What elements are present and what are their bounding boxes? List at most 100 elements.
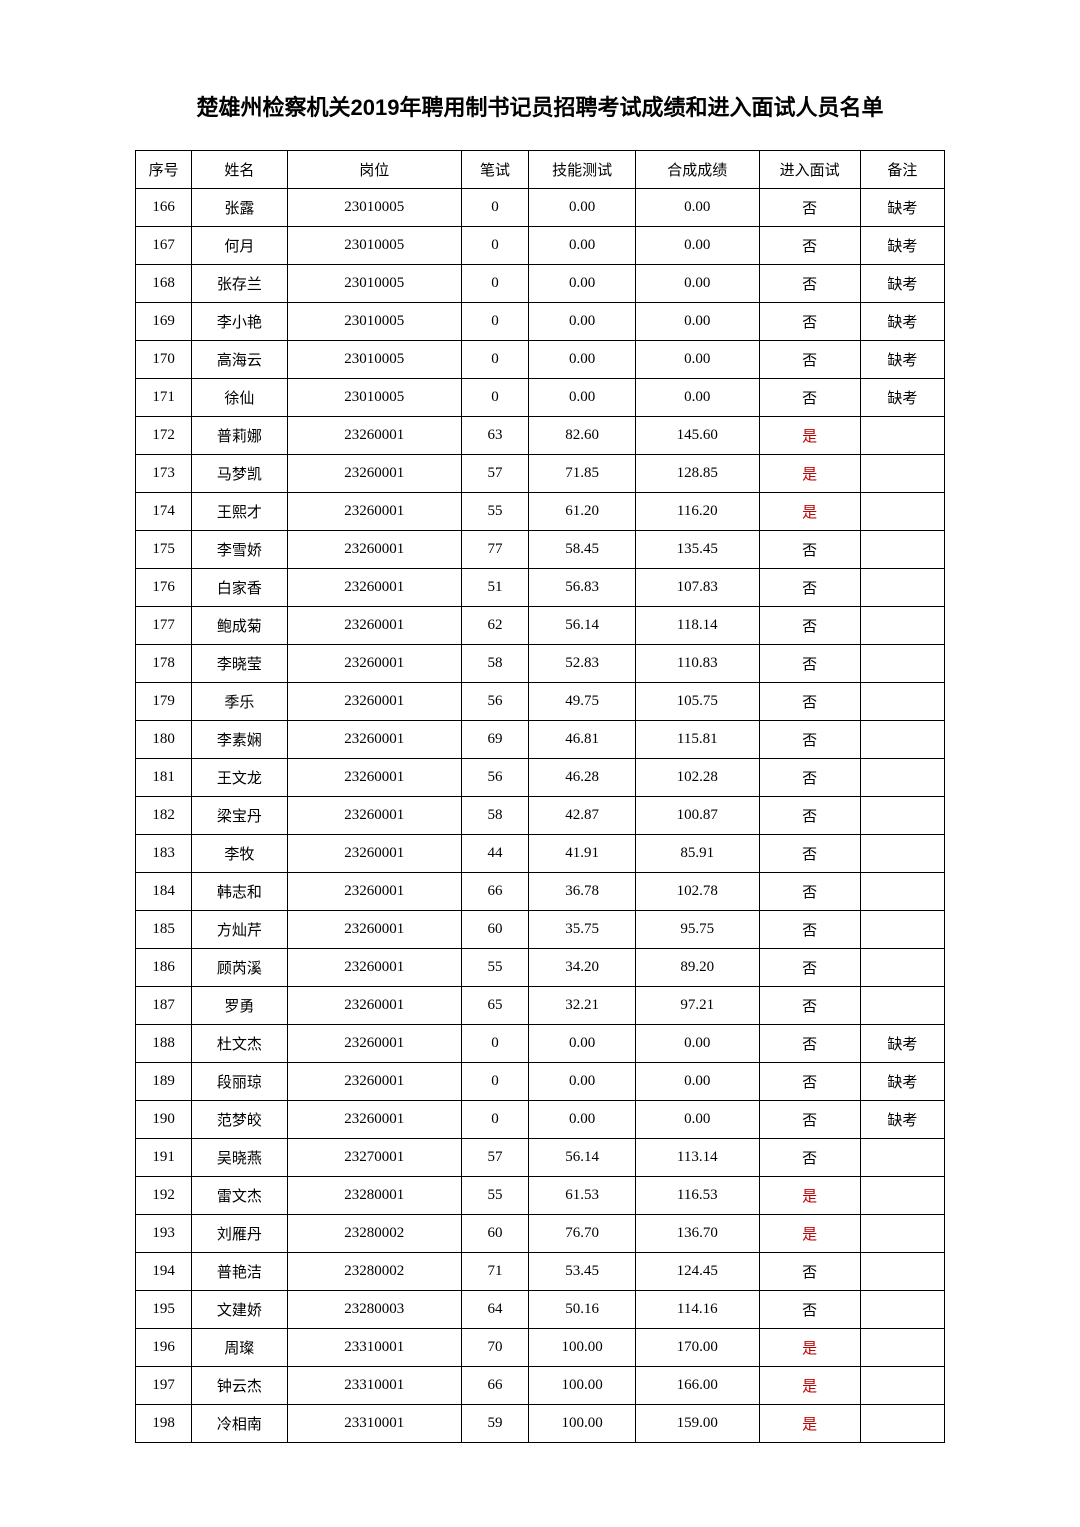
header-name: 姓名 xyxy=(192,151,288,189)
cell-post: 23270001 xyxy=(287,1139,461,1177)
cell-skill: 41.91 xyxy=(529,835,636,873)
cell-post: 23280001 xyxy=(287,1177,461,1215)
cell-name: 徐仙 xyxy=(192,379,288,417)
cell-post: 23260001 xyxy=(287,721,461,759)
cell-post: 23260001 xyxy=(287,835,461,873)
cell-seq: 179 xyxy=(136,683,192,721)
cell-written: 57 xyxy=(461,455,528,493)
cell-remark xyxy=(860,1215,944,1253)
header-written: 笔试 xyxy=(461,151,528,189)
cell-interview: 否 xyxy=(759,227,860,265)
cell-post: 23280002 xyxy=(287,1253,461,1291)
cell-skill: 56.14 xyxy=(529,607,636,645)
cell-interview: 否 xyxy=(759,303,860,341)
table-row: 173马梦凯232600015771.85128.85是 xyxy=(136,455,945,493)
cell-seq: 187 xyxy=(136,987,192,1025)
cell-post: 23260001 xyxy=(287,455,461,493)
cell-post: 23260001 xyxy=(287,1025,461,1063)
cell-seq: 197 xyxy=(136,1367,192,1405)
cell-interview: 否 xyxy=(759,721,860,759)
cell-composite: 166.00 xyxy=(635,1367,759,1405)
cell-skill: 61.53 xyxy=(529,1177,636,1215)
cell-seq: 194 xyxy=(136,1253,192,1291)
cell-composite: 0.00 xyxy=(635,189,759,227)
cell-name: 文建娇 xyxy=(192,1291,288,1329)
cell-seq: 195 xyxy=(136,1291,192,1329)
header-composite: 合成成绩 xyxy=(635,151,759,189)
cell-post: 23010005 xyxy=(287,189,461,227)
cell-post: 23310001 xyxy=(287,1367,461,1405)
table-row: 188杜文杰2326000100.000.00否缺考 xyxy=(136,1025,945,1063)
cell-seq: 167 xyxy=(136,227,192,265)
cell-seq: 190 xyxy=(136,1101,192,1139)
cell-composite: 89.20 xyxy=(635,949,759,987)
cell-seq: 175 xyxy=(136,531,192,569)
cell-written: 71 xyxy=(461,1253,528,1291)
cell-name: 李雪娇 xyxy=(192,531,288,569)
cell-written: 69 xyxy=(461,721,528,759)
cell-interview: 否 xyxy=(759,379,860,417)
cell-composite: 136.70 xyxy=(635,1215,759,1253)
table-row: 180李素娴232600016946.81115.81否 xyxy=(136,721,945,759)
table-row: 184韩志和232600016636.78102.78否 xyxy=(136,873,945,911)
cell-seq: 168 xyxy=(136,265,192,303)
table-row: 172普莉娜232600016382.60145.60是 xyxy=(136,417,945,455)
cell-post: 23010005 xyxy=(287,379,461,417)
cell-written: 0 xyxy=(461,265,528,303)
cell-seq: 191 xyxy=(136,1139,192,1177)
cell-written: 63 xyxy=(461,417,528,455)
cell-name: 罗勇 xyxy=(192,987,288,1025)
cell-remark xyxy=(860,759,944,797)
cell-written: 77 xyxy=(461,531,528,569)
cell-remark xyxy=(860,1139,944,1177)
cell-skill: 46.28 xyxy=(529,759,636,797)
table-row: 175李雪娇232600017758.45135.45否 xyxy=(136,531,945,569)
cell-written: 51 xyxy=(461,569,528,607)
cell-name: 白家香 xyxy=(192,569,288,607)
cell-composite: 95.75 xyxy=(635,911,759,949)
cell-skill: 76.70 xyxy=(529,1215,636,1253)
cell-written: 44 xyxy=(461,835,528,873)
cell-composite: 159.00 xyxy=(635,1405,759,1443)
cell-written: 60 xyxy=(461,1215,528,1253)
cell-seq: 169 xyxy=(136,303,192,341)
cell-remark xyxy=(860,949,944,987)
cell-interview: 否 xyxy=(759,1101,860,1139)
cell-name: 钟云杰 xyxy=(192,1367,288,1405)
table-row: 171徐仙2301000500.000.00否缺考 xyxy=(136,379,945,417)
cell-interview: 否 xyxy=(759,607,860,645)
page-title: 楚雄州检察机关2019年聘用制书记员招聘考试成绩和进入面试人员名单 xyxy=(135,90,945,122)
cell-composite: 115.81 xyxy=(635,721,759,759)
cell-composite: 0.00 xyxy=(635,1101,759,1139)
cell-composite: 100.87 xyxy=(635,797,759,835)
cell-remark: 缺考 xyxy=(860,1101,944,1139)
cell-composite: 107.83 xyxy=(635,569,759,607)
cell-written: 55 xyxy=(461,1177,528,1215)
cell-remark xyxy=(860,721,944,759)
cell-post: 23280003 xyxy=(287,1291,461,1329)
cell-remark: 缺考 xyxy=(860,1063,944,1101)
cell-post: 23260001 xyxy=(287,531,461,569)
cell-skill: 56.14 xyxy=(529,1139,636,1177)
cell-interview: 否 xyxy=(759,987,860,1025)
cell-skill: 36.78 xyxy=(529,873,636,911)
cell-skill: 0.00 xyxy=(529,341,636,379)
cell-name: 张存兰 xyxy=(192,265,288,303)
cell-interview: 否 xyxy=(759,1139,860,1177)
cell-skill: 0.00 xyxy=(529,379,636,417)
cell-name: 张露 xyxy=(192,189,288,227)
cell-interview: 否 xyxy=(759,873,860,911)
cell-remark xyxy=(860,607,944,645)
cell-skill: 32.21 xyxy=(529,987,636,1025)
cell-name: 杜文杰 xyxy=(192,1025,288,1063)
cell-written: 0 xyxy=(461,227,528,265)
cell-name: 方灿芹 xyxy=(192,911,288,949)
cell-composite: 102.78 xyxy=(635,873,759,911)
cell-name: 刘雁丹 xyxy=(192,1215,288,1253)
cell-composite: 135.45 xyxy=(635,531,759,569)
table-row: 169李小艳2301000500.000.00否缺考 xyxy=(136,303,945,341)
cell-written: 0 xyxy=(461,1025,528,1063)
cell-post: 23260001 xyxy=(287,683,461,721)
cell-composite: 118.14 xyxy=(635,607,759,645)
cell-skill: 34.20 xyxy=(529,949,636,987)
